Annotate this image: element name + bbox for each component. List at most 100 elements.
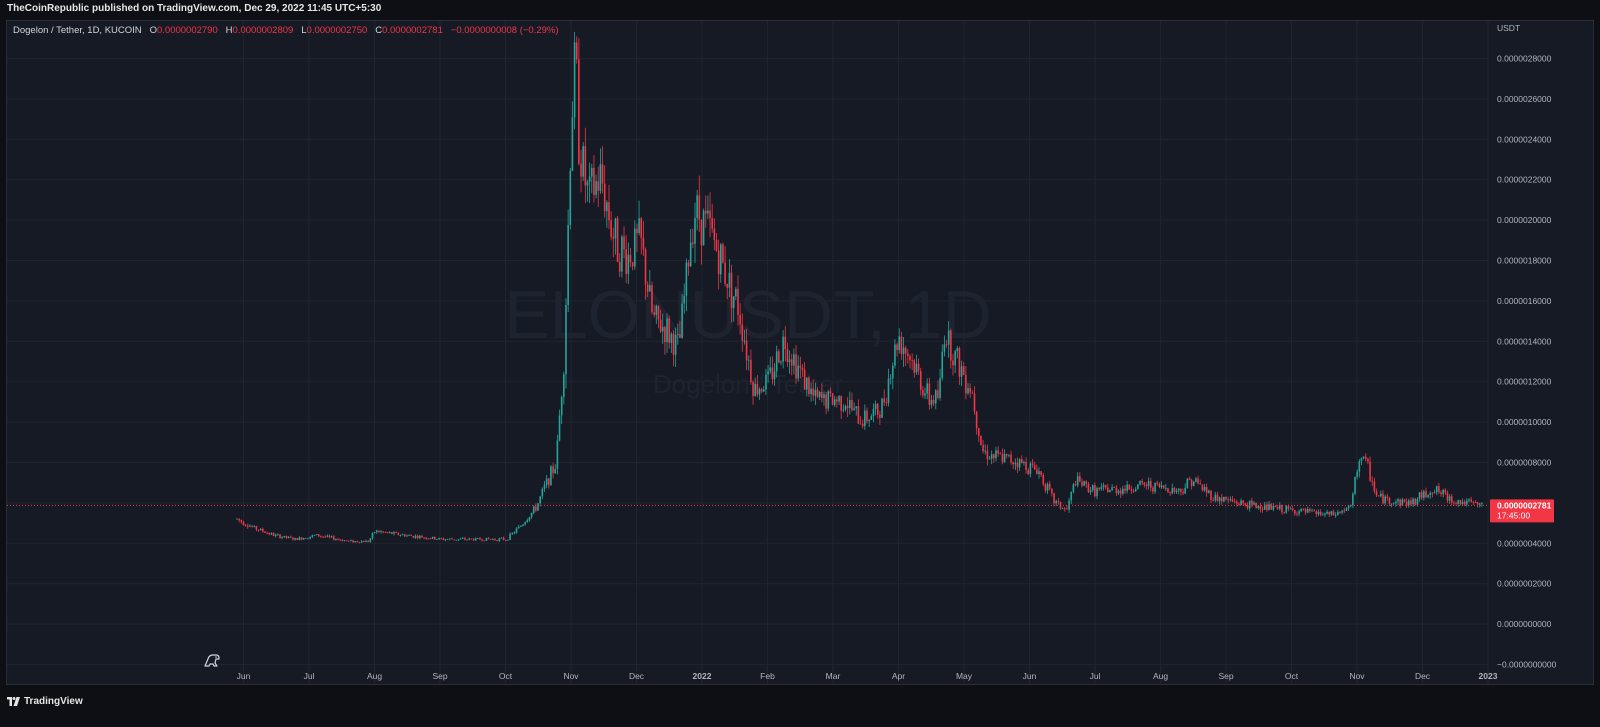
candle-body	[1188, 478, 1191, 480]
candle-body	[769, 367, 772, 372]
tradingview-logo[interactable]: TradingView	[7, 694, 83, 708]
candle-body	[1180, 488, 1182, 492]
candle-body	[625, 249, 627, 275]
candle-body	[337, 539, 339, 541]
candle-body	[606, 202, 608, 212]
candle-body	[1418, 492, 1421, 499]
candle-body	[995, 450, 997, 459]
candle-body	[724, 262, 726, 284]
candle-body	[266, 532, 268, 534]
candle-body	[1399, 499, 1401, 506]
candle-body	[240, 520, 243, 522]
candle-body	[375, 530, 378, 533]
candle-body	[1386, 496, 1389, 499]
candle-body	[603, 183, 606, 212]
y-tick-label: 0.0000010000	[1497, 417, 1552, 427]
candle-body	[1446, 492, 1449, 501]
candle-body	[1429, 492, 1432, 496]
candle-body	[504, 539, 507, 541]
candle-body	[1057, 501, 1060, 502]
candle-body	[246, 525, 249, 527]
candle-body	[264, 531, 266, 533]
candle-body	[649, 285, 651, 292]
candle-body	[1289, 508, 1292, 510]
candle-body	[1337, 512, 1339, 515]
candle-body	[431, 536, 434, 539]
y-tick-label: 0.0000022000	[1497, 175, 1552, 185]
candle-body	[1468, 499, 1470, 501]
candle-body	[750, 359, 752, 383]
candle-body	[580, 163, 582, 177]
candle-body	[412, 535, 415, 538]
candle-body	[687, 262, 690, 267]
candle-body	[554, 468, 557, 474]
candle-body	[1089, 490, 1092, 493]
candle-body	[900, 336, 903, 355]
candle-body	[1266, 504, 1268, 511]
candle-body	[623, 236, 625, 250]
candle-body	[1311, 510, 1313, 512]
candle-body	[556, 440, 559, 469]
candle-body	[902, 347, 905, 355]
candle-body	[1066, 508, 1068, 510]
time-axis[interactable]: Jun Jul Aug Sep Oct Nov Dec 2022 Feb Mar Apr May Jun…	[237, 671, 1498, 681]
candle-body	[857, 406, 860, 424]
price-axis[interactable]: 0.0000028000 0.0000026000 0.0000024000 0.00…	[1497, 54, 1557, 710]
candle-body	[1096, 488, 1098, 497]
candle-body	[1203, 486, 1206, 491]
candle-body	[698, 195, 701, 220]
candle-body	[767, 371, 769, 375]
candle-body	[722, 244, 724, 263]
candle-body	[876, 403, 879, 415]
candle-body	[780, 361, 782, 363]
candle-body	[954, 351, 956, 366]
candle-body	[1285, 506, 1288, 513]
candle-body	[1235, 501, 1238, 504]
candle-body	[904, 347, 907, 354]
candle-body	[1100, 486, 1103, 490]
candle-body	[1177, 488, 1180, 491]
candlestick-series	[236, 31, 1483, 544]
candle-body	[481, 539, 483, 541]
candle-body	[1412, 498, 1414, 505]
candle-body	[676, 333, 679, 335]
candle-body	[917, 363, 920, 371]
candle-body	[238, 518, 240, 521]
candle-body	[646, 284, 649, 292]
y-tick-label: 0.0000012000	[1497, 377, 1552, 387]
y-tick-label: 0.0000008000	[1497, 458, 1552, 468]
candle-body	[1156, 482, 1159, 484]
candle-body	[1377, 495, 1380, 497]
x-tick-label: Aug	[1153, 671, 1168, 681]
candle-body	[328, 535, 331, 537]
candle-body	[928, 383, 931, 405]
y-tick-label: 0.0000002000	[1497, 579, 1552, 589]
candle-body	[1124, 488, 1126, 491]
candle-body	[694, 217, 696, 244]
candle-body	[1106, 487, 1109, 493]
candle-body	[1457, 500, 1460, 505]
y-tick-label: 0.0000028000	[1497, 54, 1552, 64]
candle-body	[330, 536, 333, 538]
watermark-ticker: ELONUSDT, 1D	[504, 277, 991, 353]
candle-body	[1332, 511, 1335, 516]
candle-body	[922, 389, 924, 396]
candle-body	[1233, 501, 1236, 503]
candle-body	[765, 374, 767, 390]
chart-panel[interactable]	[6, 20, 1594, 685]
candle-body	[821, 391, 823, 399]
candle-body	[1354, 476, 1356, 494]
candle-body	[840, 396, 842, 411]
candle-body	[1317, 511, 1320, 515]
candle-body	[1044, 484, 1047, 491]
candle-body	[651, 285, 653, 313]
candle-body	[859, 423, 862, 425]
candle-body	[1405, 501, 1408, 506]
candle-body	[455, 539, 458, 541]
candle-body	[1195, 478, 1197, 482]
candle-body	[997, 450, 999, 454]
candle-body	[696, 195, 698, 218]
candle-body	[999, 453, 1002, 455]
candle-body	[571, 117, 574, 171]
